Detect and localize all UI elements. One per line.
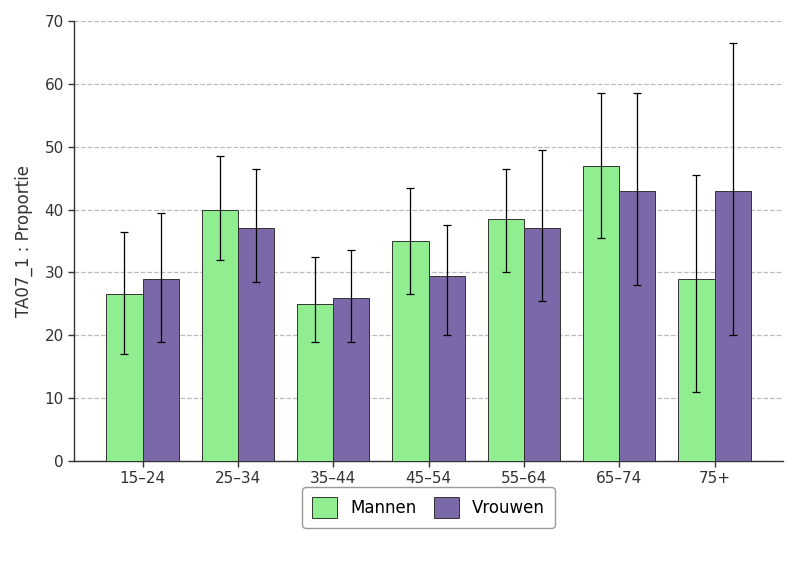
Y-axis label: TA07_1 : Proportie: TA07_1 : Proportie bbox=[15, 165, 34, 317]
Bar bbox=[619, 191, 655, 461]
Bar bbox=[238, 228, 275, 461]
Bar bbox=[678, 279, 714, 461]
Bar bbox=[714, 191, 751, 461]
Bar bbox=[488, 219, 524, 461]
Bar bbox=[583, 166, 619, 461]
Bar bbox=[106, 295, 143, 461]
Bar bbox=[334, 297, 369, 461]
Bar bbox=[202, 210, 238, 461]
Bar bbox=[429, 276, 464, 461]
Bar bbox=[393, 241, 429, 461]
Bar bbox=[524, 228, 560, 461]
Bar bbox=[143, 279, 179, 461]
Legend: Mannen, Vrouwen: Mannen, Vrouwen bbox=[302, 487, 555, 528]
Bar bbox=[297, 304, 334, 461]
